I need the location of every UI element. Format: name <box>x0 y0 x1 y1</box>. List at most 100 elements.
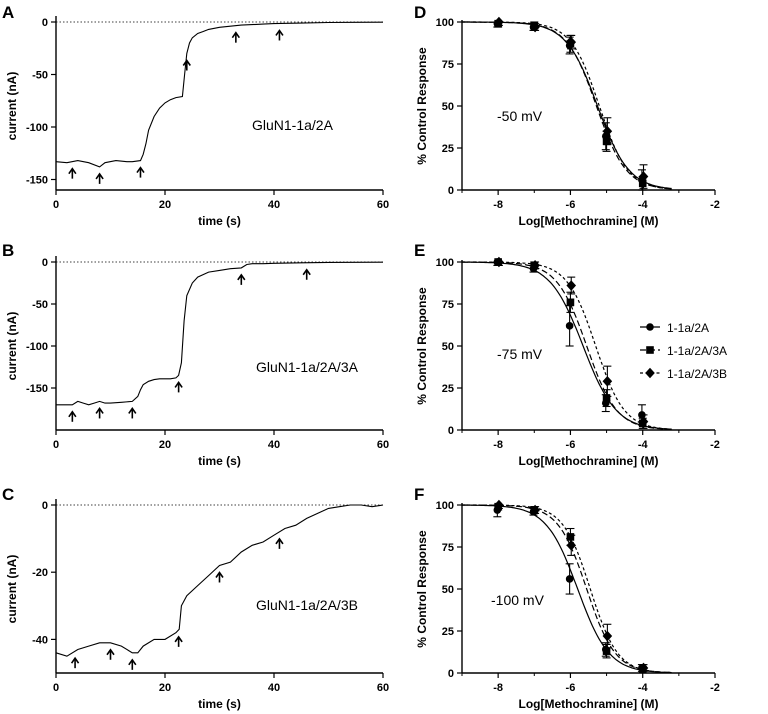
x-tick-label: 60 <box>377 199 389 211</box>
panel-c: C 0 20 40 60 0 -20 -40 time (s) current (nA) GluN1… <box>2 485 389 711</box>
y-tick-label: -20 <box>32 567 48 579</box>
arrow-head <box>302 268 311 276</box>
y-tick-label: 50 <box>442 341 454 353</box>
data-point-diamond <box>494 499 504 511</box>
y-axis-label: % Control Response <box>415 287 429 405</box>
x-tick-label: -4 <box>638 682 649 694</box>
y-tick-label: 0 <box>448 425 454 437</box>
application-arrow <box>128 658 137 670</box>
x-tick-label: 60 <box>377 682 389 694</box>
arrow-head <box>106 648 115 656</box>
y-tick-label: -150 <box>26 383 48 395</box>
construct-label: GluN1-1a/2A/3B <box>256 597 358 613</box>
panel-letter: C <box>2 485 14 504</box>
application-arrow <box>275 537 284 549</box>
x-axis-label: time (s) <box>198 214 241 228</box>
y-tick-label: -100 <box>26 341 48 353</box>
data-point-circle <box>565 322 574 330</box>
data-point-square <box>602 137 611 146</box>
y-tick-label: 75 <box>442 59 454 71</box>
y-tick-label: 0 <box>42 17 48 29</box>
series-3-points <box>494 256 649 429</box>
arrow-head <box>215 571 224 578</box>
legend-label: 1-1a/2A/3A <box>667 344 727 358</box>
data-point-square <box>638 179 647 188</box>
y-axis-label: current (nA) <box>5 312 19 381</box>
x-tick-label: 40 <box>268 199 280 211</box>
y-tick-label: 0 <box>448 668 454 680</box>
application-arrow <box>68 167 77 179</box>
data-point-diamond <box>530 260 540 271</box>
y-tick-label: 50 <box>442 101 454 113</box>
data-point-diamond <box>566 36 577 48</box>
series-3-points <box>494 16 649 189</box>
data-point-diamond <box>638 171 649 182</box>
holding-potential-label: -75 mV <box>497 346 543 362</box>
x-tick-label: -4 <box>638 199 649 211</box>
panel-letter: B <box>2 241 14 260</box>
x-axis-label: time (s) <box>198 454 241 468</box>
application-arrow <box>95 407 104 419</box>
data-point-diamond <box>530 504 540 516</box>
y-tick-label: -40 <box>32 634 48 646</box>
application-arrow <box>95 172 104 184</box>
arrow-head <box>95 172 104 180</box>
arrow-head <box>237 273 246 281</box>
x-tick-label: 40 <box>268 439 280 451</box>
y-tick-label: 0 <box>42 257 48 269</box>
data-point-diamond <box>638 662 649 674</box>
data-point-diamond <box>566 540 577 551</box>
application-arrow <box>136 166 145 178</box>
application-arrow <box>182 59 191 71</box>
x-tick-label: -2 <box>710 199 720 211</box>
data-point-diamond <box>530 21 540 33</box>
data-point-diamond <box>494 16 504 28</box>
series-2-points <box>494 502 647 674</box>
application-arrow <box>68 410 77 422</box>
y-tick-label: 0 <box>42 500 48 512</box>
arrow-head <box>174 381 183 388</box>
data-point-diamond <box>494 256 504 268</box>
application-arrow <box>231 31 241 43</box>
current-trace <box>55 21 384 168</box>
panel-letter: D <box>414 3 426 22</box>
application-arrow <box>275 29 284 41</box>
fit-curve-series-1 <box>462 504 672 674</box>
application-arrow <box>70 656 80 669</box>
series-3-points <box>494 499 649 674</box>
panel-letter: F <box>414 485 424 504</box>
arrow-head <box>174 635 183 643</box>
arrow-head <box>275 537 284 545</box>
construct-label: GluN1-1a/2A/3A <box>256 359 359 375</box>
current-trace <box>56 261 384 406</box>
arrow-head <box>275 29 284 36</box>
panel-f: F -8 -6 -4 -2 0 25 50 75 100 Log[Methochramine] (M… <box>414 485 720 711</box>
data-point-diamond <box>645 367 655 379</box>
panel-e: E -8 -6 -4 -2 0 25 50 75 100 Log[Methochramine] (M… <box>414 241 727 468</box>
y-tick-label: 25 <box>442 626 454 638</box>
y-axis-label: current (nA) <box>5 555 19 624</box>
application-arrow <box>128 407 137 419</box>
data-point-diamond <box>602 125 613 137</box>
data-point-circle <box>565 575 574 583</box>
x-tick-label: -8 <box>493 199 503 211</box>
x-tick-label: 40 <box>268 682 280 694</box>
application-arrow <box>106 648 115 660</box>
x-tick-label: -2 <box>710 682 720 694</box>
x-tick-label: -2 <box>710 439 720 451</box>
data-point-square <box>646 346 654 354</box>
x-axis-label: Log[Methochramine] (M) <box>519 454 659 468</box>
arrow-head <box>70 656 80 664</box>
arrow-head <box>68 167 77 175</box>
x-tick-label: -8 <box>493 439 503 451</box>
data-point-diamond <box>566 280 577 291</box>
application-arrow <box>302 268 311 280</box>
x-tick-label: -4 <box>638 439 649 451</box>
x-tick-label: 0 <box>53 682 59 694</box>
x-tick-label: 0 <box>53 439 59 451</box>
x-tick-label: -6 <box>566 199 576 211</box>
legend-label: 1-1a/2A/3B <box>667 367 727 381</box>
y-tick-label: -150 <box>26 175 48 187</box>
application-arrow <box>237 273 246 285</box>
